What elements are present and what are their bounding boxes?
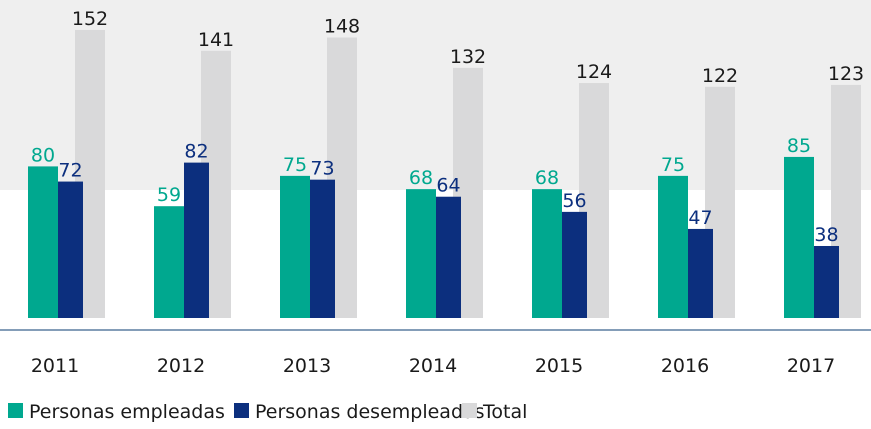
bar <box>436 196 461 318</box>
bar <box>814 245 839 318</box>
legend-swatch <box>234 403 249 418</box>
data-label: 152 <box>72 8 108 30</box>
x-tick-label: 2014 <box>409 355 457 377</box>
bar <box>532 189 562 318</box>
legend-swatch <box>8 403 23 418</box>
data-label: 64 <box>436 175 460 197</box>
x-tick-label: 2013 <box>283 355 331 377</box>
data-label: 80 <box>31 144 55 166</box>
data-label: 82 <box>184 141 208 163</box>
bar <box>688 228 713 318</box>
bar <box>310 179 335 318</box>
background-band <box>0 0 871 190</box>
legend-label: Total <box>482 401 527 423</box>
x-tick-label: 2016 <box>661 355 709 377</box>
bar <box>154 206 184 318</box>
data-label: 59 <box>157 184 181 206</box>
bar <box>28 166 58 318</box>
data-label: 141 <box>198 29 234 51</box>
data-label: 124 <box>576 61 612 83</box>
data-label: 148 <box>324 16 360 38</box>
legend-label: Personas empleadas <box>29 401 225 423</box>
data-label: 132 <box>450 46 486 68</box>
data-label: 68 <box>409 167 433 189</box>
data-label: 38 <box>814 224 838 246</box>
data-label: 85 <box>787 135 811 157</box>
data-label: 122 <box>702 65 738 87</box>
data-label: 73 <box>310 158 334 180</box>
data-label: 68 <box>535 167 559 189</box>
x-tick-label: 2017 <box>787 355 835 377</box>
legend-swatch <box>462 403 477 418</box>
legend-label: Personas desempleadas <box>255 401 485 423</box>
bar <box>658 175 688 318</box>
x-tick-label: 2011 <box>31 355 79 377</box>
bar <box>184 162 209 318</box>
bar <box>562 211 587 318</box>
data-label: 75 <box>661 154 685 176</box>
data-label: 75 <box>283 154 307 176</box>
data-label: 72 <box>58 160 82 182</box>
bar <box>784 156 814 318</box>
bar <box>58 181 83 318</box>
data-label: 123 <box>828 63 864 85</box>
data-label: 56 <box>562 190 586 212</box>
x-tick-label: 2015 <box>535 355 583 377</box>
bar <box>280 175 310 318</box>
data-label: 47 <box>688 207 712 229</box>
x-tick-label: 2012 <box>157 355 205 377</box>
bar <box>406 189 436 318</box>
